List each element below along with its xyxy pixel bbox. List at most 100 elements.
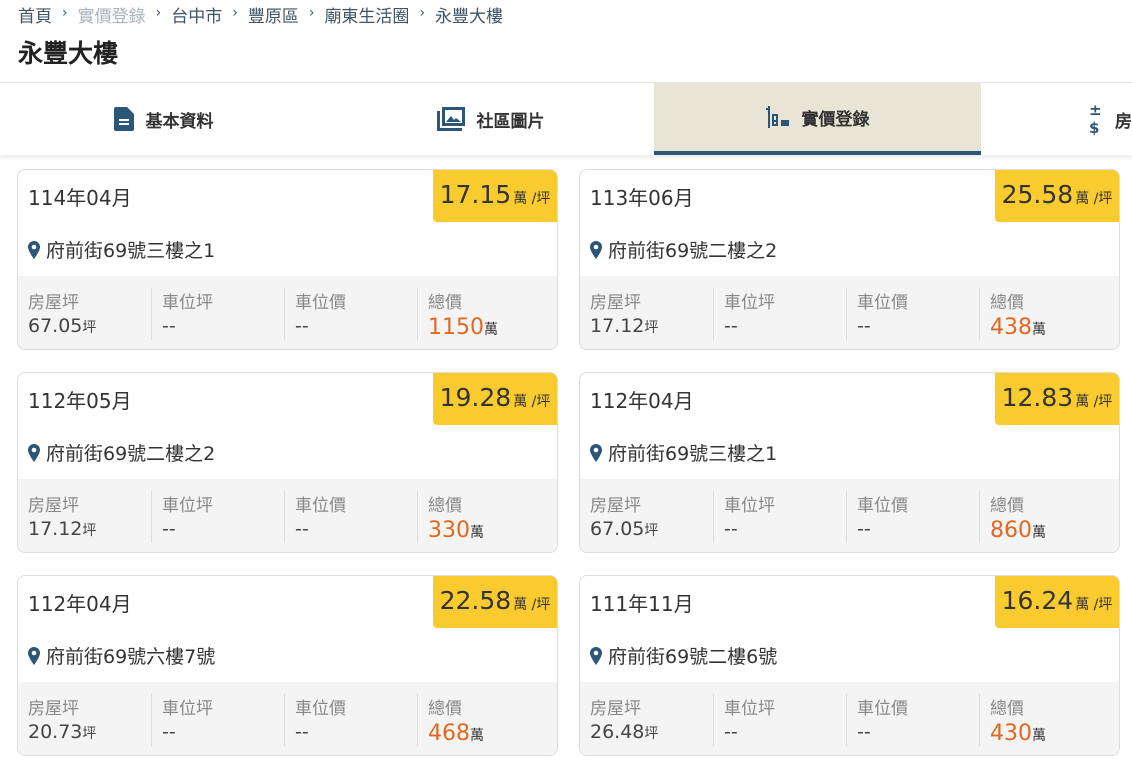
- tab-transactions[interactable]: 實價登錄: [654, 83, 981, 155]
- area-value: 26.48坪: [590, 721, 659, 743]
- area-label: 房屋坪: [590, 293, 641, 313]
- transaction-card[interactable]: 112年04月 12.83 萬 /坪 府前街69號三樓之1 房屋坪 67.05坪 車…: [579, 372, 1120, 553]
- unit-price: 22.58: [439, 586, 512, 615]
- total-label: 總價: [428, 699, 462, 719]
- map-pin-icon: [28, 443, 40, 462]
- unit-price: 25.58: [1001, 180, 1074, 209]
- transaction-date: 112年04月: [28, 592, 132, 616]
- transaction-card[interactable]: 112年05月 19.28 萬 /坪 府前街69號二樓之2 房屋坪 17.12坪 車…: [17, 372, 558, 553]
- total-label: 總價: [990, 496, 1024, 516]
- breadcrumb-transactions[interactable]: 實價登錄: [77, 7, 146, 27]
- map-pin-icon: [28, 646, 40, 665]
- breadcrumb: 首頁 › 實價登錄 › 台中市 › 豐原區 › 廟東生活圈 › 永豐大樓: [18, 2, 503, 27]
- parking-price-label: 車位價: [295, 496, 346, 516]
- map-pin-icon: [28, 240, 40, 259]
- document-icon: [113, 107, 134, 131]
- unit-price-unit: 萬 /坪: [1075, 597, 1113, 613]
- breadcrumb-home[interactable]: 首頁: [18, 7, 52, 27]
- chevron-right-icon: ›: [62, 5, 68, 21]
- map-pin-icon: [590, 240, 602, 259]
- total-label: 總價: [990, 293, 1024, 313]
- unit-price-unit: 萬 /坪: [513, 597, 551, 613]
- address: 府前街69號二樓之2: [590, 236, 777, 263]
- unit-price-unit: 萬 /坪: [513, 191, 551, 207]
- tab-community-photos[interactable]: 社區圖片: [327, 83, 654, 155]
- area-value: 67.05坪: [28, 315, 97, 337]
- chevron-right-icon: ›: [232, 5, 238, 21]
- unit-price-badge: 19.28 萬 /坪: [433, 373, 557, 425]
- map-pin-icon: [590, 443, 602, 462]
- total-price-value: 1150萬: [428, 315, 498, 340]
- tab-label: 社區圖片: [476, 111, 545, 132]
- unit-price: 12.83: [1001, 383, 1074, 412]
- parking-price-label: 車位價: [295, 699, 346, 719]
- transaction-stats: 房屋坪 67.05坪 車位坪 -- 車位價 -- 總價 860萬: [580, 479, 1119, 552]
- transaction-date: 112年04月: [590, 389, 694, 413]
- transaction-card[interactable]: 114年04月 17.15 萬 /坪 府前街69號三樓之1 房屋坪 67.05坪 車…: [17, 169, 558, 350]
- total-label: 總價: [428, 496, 462, 516]
- address: 府前街69號三樓之1: [28, 236, 215, 263]
- parking-area-value: --: [724, 721, 738, 743]
- breadcrumb-current: 永豐大樓: [435, 7, 504, 27]
- parking-price-label: 車位價: [857, 496, 908, 516]
- plus-minus-dollar-icon: ±$: [1089, 101, 1102, 137]
- parking-price-value: --: [295, 315, 309, 337]
- parking-area-value: --: [162, 721, 176, 743]
- unit-price-badge: 12.83 萬 /坪: [995, 373, 1119, 425]
- parking-area-value: --: [162, 315, 176, 337]
- total-price-value: 468萬: [428, 721, 484, 746]
- tab-label: 房: [1115, 111, 1132, 132]
- parking-price-value: --: [295, 721, 309, 743]
- tab-price-trend[interactable]: ±$ 房: [981, 83, 1132, 155]
- unit-price-unit: 萬 /坪: [513, 394, 551, 410]
- unit-price-badge: 25.58 萬 /坪: [995, 170, 1119, 222]
- transaction-date: 112年05月: [28, 389, 132, 413]
- address-text: 府前街69號三樓之1: [608, 443, 778, 465]
- tab-basic-info[interactable]: 基本資料: [0, 83, 327, 155]
- transaction-stats: 房屋坪 17.12坪 車位坪 -- 車位價 -- 總價 438萬: [580, 276, 1119, 349]
- unit-price-badge: 16.24 萬 /坪: [995, 576, 1119, 628]
- area-value: 20.73坪: [28, 721, 97, 743]
- total-label: 總價: [428, 293, 462, 313]
- transaction-card[interactable]: 113年06月 25.58 萬 /坪 府前街69號二樓之2 房屋坪 17.12坪 車…: [579, 169, 1120, 350]
- transaction-card[interactable]: 112年04月 22.58 萬 /坪 府前街69號六樓7號 房屋坪 20.73坪 車…: [17, 575, 558, 756]
- parking-area-label: 車位坪: [724, 496, 775, 516]
- transaction-card[interactable]: 111年11月 16.24 萬 /坪 府前街69號二樓6號 房屋坪 26.48坪 車…: [579, 575, 1120, 756]
- chevron-right-icon: ›: [308, 5, 315, 21]
- total-price-value: 860萬: [990, 518, 1046, 543]
- address: 府前街69號二樓6號: [590, 642, 777, 669]
- image-gallery-icon: [436, 107, 465, 131]
- parking-price-value: --: [857, 721, 871, 743]
- parking-area-label: 車位坪: [724, 293, 775, 313]
- transaction-date: 111年11月: [590, 592, 694, 616]
- address-text: 府前街69號二樓之2: [608, 240, 778, 262]
- unit-price-unit: 萬 /坪: [1075, 191, 1113, 207]
- area-value: 17.12坪: [590, 315, 659, 337]
- page-title: 永豐大樓: [18, 39, 119, 68]
- address-text: 府前街69號二樓之2: [46, 443, 216, 465]
- parking-area-label: 車位坪: [162, 293, 213, 313]
- parking-price-label: 車位價: [857, 293, 908, 313]
- parking-area-label: 車位坪: [162, 496, 213, 516]
- address: 府前街69號二樓之2: [28, 439, 215, 466]
- transaction-date: 114年04月: [28, 186, 132, 210]
- total-price-value: 330萬: [428, 518, 484, 543]
- transaction-stats: 房屋坪 17.12坪 車位坪 -- 車位價 -- 總價 330萬: [18, 479, 557, 552]
- transaction-stats: 房屋坪 26.48坪 車位坪 -- 車位價 -- 總價 430萬: [580, 682, 1119, 755]
- parking-price-value: --: [857, 518, 871, 540]
- unit-price-unit: 萬 /坪: [1075, 394, 1113, 410]
- breadcrumb-area[interactable]: 廟東生活圈: [324, 7, 410, 27]
- transaction-stats: 房屋坪 20.73坪 車位坪 -- 車位價 -- 總價 468萬: [18, 682, 557, 755]
- area-label: 房屋坪: [590, 699, 641, 719]
- breadcrumb-district[interactable]: 豐原區: [247, 7, 299, 27]
- tab-bar: 基本資料 社區圖片 實價登錄 ±$ 房: [0, 82, 1132, 155]
- area-label: 房屋坪: [28, 293, 79, 313]
- breadcrumb-city[interactable]: 台中市: [171, 7, 223, 27]
- area-label: 房屋坪: [28, 496, 79, 516]
- parking-area-label: 車位坪: [162, 699, 213, 719]
- tab-label: 實價登錄: [801, 109, 870, 130]
- parking-area-value: --: [162, 518, 176, 540]
- total-price-value: 430萬: [990, 721, 1046, 746]
- parking-price-label: 車位價: [857, 699, 908, 719]
- parking-area-value: --: [724, 518, 738, 540]
